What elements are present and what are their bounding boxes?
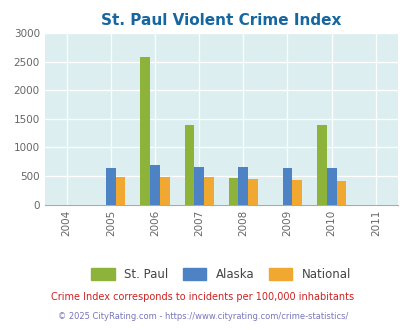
Bar <box>292 180 301 205</box>
Legend: St. Paul, Alaska, National: St. Paul, Alaska, National <box>85 262 356 287</box>
Bar <box>106 168 115 205</box>
Bar <box>316 125 326 205</box>
Bar <box>160 178 169 205</box>
Bar <box>150 165 160 205</box>
Bar <box>184 125 194 205</box>
Bar <box>326 168 336 205</box>
Bar <box>247 179 257 205</box>
Title: St. Paul Violent Crime Index: St. Paul Violent Crime Index <box>101 13 341 28</box>
Bar <box>238 167 247 205</box>
Bar <box>194 167 204 205</box>
Bar <box>115 178 125 205</box>
Text: © 2025 CityRating.com - https://www.cityrating.com/crime-statistics/: © 2025 CityRating.com - https://www.city… <box>58 312 347 321</box>
Bar <box>140 57 150 205</box>
Text: Crime Index corresponds to incidents per 100,000 inhabitants: Crime Index corresponds to incidents per… <box>51 292 354 302</box>
Bar <box>204 178 213 205</box>
Bar <box>336 182 345 205</box>
Bar <box>282 168 292 205</box>
Bar <box>228 178 238 205</box>
